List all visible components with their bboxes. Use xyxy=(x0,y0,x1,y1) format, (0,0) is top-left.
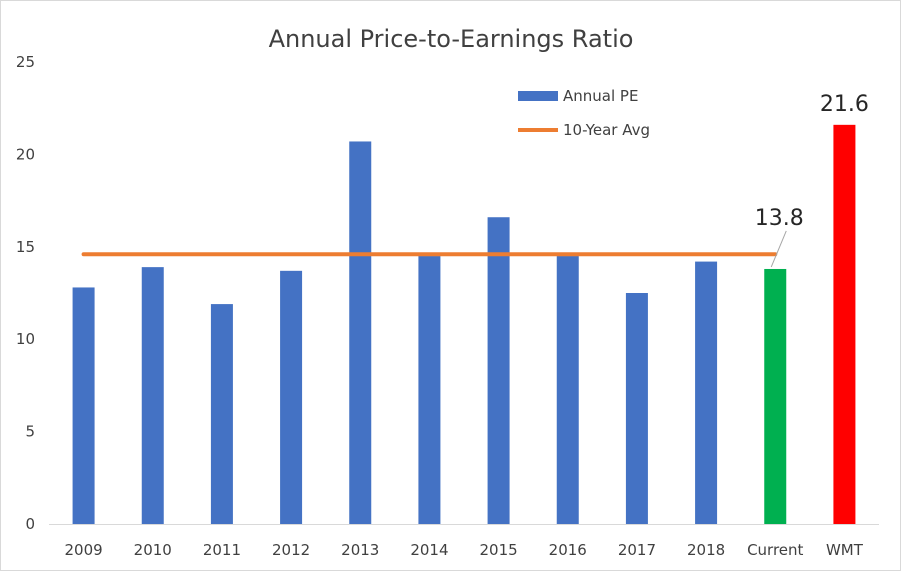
leader-lines xyxy=(770,230,787,268)
x-tick-label: 2012 xyxy=(272,541,310,559)
y-tick-label: 5 xyxy=(25,423,35,441)
x-tick-label: 2013 xyxy=(341,541,379,559)
y-tick-label: 10 xyxy=(16,330,35,348)
bar-2009 xyxy=(72,287,95,524)
data-labels: 13.8 21.6 xyxy=(755,92,869,231)
legend-label-10-year-avg: 10-Year Avg xyxy=(563,121,650,139)
data-label-wmt: 21.6 xyxy=(820,92,869,117)
x-tick-label: 2015 xyxy=(479,541,517,559)
legend: Annual PE 10-Year Avg xyxy=(518,87,650,139)
x-axis: 2009 2010 2011 2012 2013 2014 2015 2016 2017 2018… xyxy=(64,541,863,559)
bar-2017 xyxy=(625,293,648,524)
x-tick-label: WMT xyxy=(826,541,864,559)
y-tick-label: 15 xyxy=(16,238,35,256)
bar-current xyxy=(764,268,787,524)
bar-2018 xyxy=(695,261,718,524)
chart-title: Annual Price-to-Earnings Ratio xyxy=(269,25,634,53)
x-tick-label: 2018 xyxy=(687,541,725,559)
legend-swatch-annual-pe xyxy=(518,91,558,101)
bar-series xyxy=(72,124,856,525)
bar-2012 xyxy=(280,270,303,524)
bar-2014 xyxy=(418,256,441,524)
bar-2011 xyxy=(210,304,233,524)
bar-wmt xyxy=(833,124,856,524)
y-tick-label: 25 xyxy=(16,53,35,71)
x-tick-label: 2009 xyxy=(64,541,102,559)
y-tick-label: 0 xyxy=(25,515,35,533)
x-tick-label: 2011 xyxy=(203,541,241,559)
bar-2015 xyxy=(487,217,510,524)
x-tick-label: 2016 xyxy=(549,541,587,559)
x-tick-label: 2017 xyxy=(618,541,656,559)
x-tick-label: 2010 xyxy=(134,541,172,559)
bar-2010 xyxy=(141,267,164,524)
legend-label-annual-pe: Annual PE xyxy=(563,87,638,105)
bar-2016 xyxy=(556,256,579,524)
x-tick-label: Current xyxy=(747,541,803,559)
x-tick-label: 2014 xyxy=(410,541,448,559)
leader-line-current xyxy=(770,230,787,268)
y-tick-label: 20 xyxy=(16,145,35,163)
data-label-current: 13.8 xyxy=(755,206,804,231)
bar-2013 xyxy=(349,141,372,525)
y-axis: 0 5 10 15 20 25 xyxy=(16,53,35,533)
